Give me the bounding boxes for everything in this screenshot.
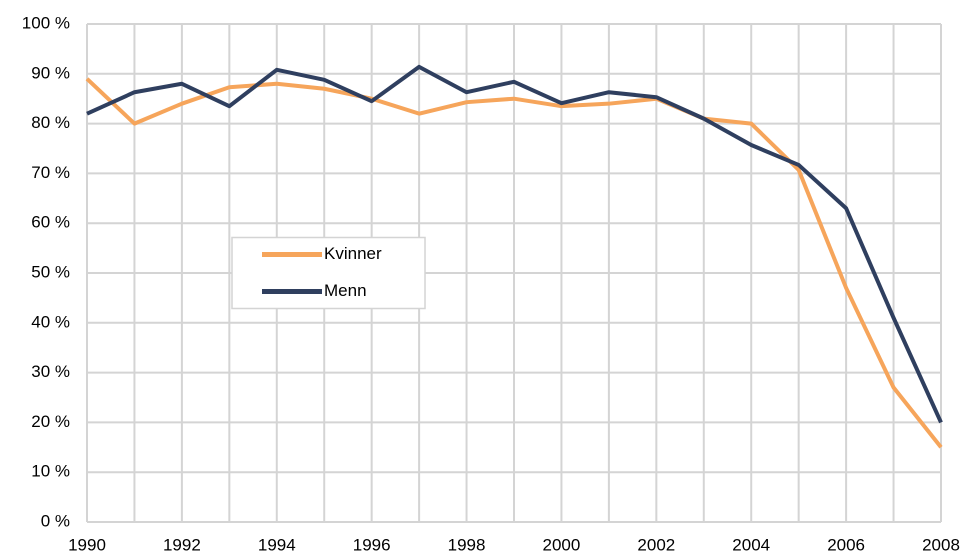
x-tick-label: 1990: [68, 535, 106, 554]
y-tick-label: 40 %: [31, 312, 70, 331]
x-tick-label: 2002: [637, 535, 675, 554]
legend-label: Menn: [324, 281, 367, 300]
x-tick-label: 1992: [163, 535, 201, 554]
x-tick-label: 2000: [543, 535, 581, 554]
y-tick-label: 60 %: [31, 213, 70, 232]
x-tick-label: 1994: [258, 535, 296, 554]
y-tick-label: 30 %: [31, 362, 70, 381]
x-tick-label: 2006: [827, 535, 865, 554]
series-line: [86, 64, 943, 424]
y-tick-label: 90 %: [31, 63, 70, 82]
y-tick-label: 0 %: [41, 511, 70, 530]
y-tick-label: 100 %: [22, 13, 70, 32]
y-tick-label: 10 %: [31, 462, 70, 481]
x-tick-label: 2004: [732, 535, 770, 554]
legend-box: [231, 236, 426, 310]
y-tick-label: 50 %: [31, 262, 70, 281]
y-tick-label: 20 %: [31, 412, 70, 431]
y-tick-label: 70 %: [31, 163, 70, 182]
y-tick-label: 80 %: [31, 113, 70, 132]
x-tick-label: 2008: [922, 535, 960, 554]
legend: Kvinner Menn: [231, 236, 426, 310]
series-line: [85, 77, 943, 449]
x-tick-label: 1998: [448, 535, 486, 554]
legend-label: Kvinner: [324, 244, 382, 263]
x-tick-label: 1996: [353, 535, 391, 554]
